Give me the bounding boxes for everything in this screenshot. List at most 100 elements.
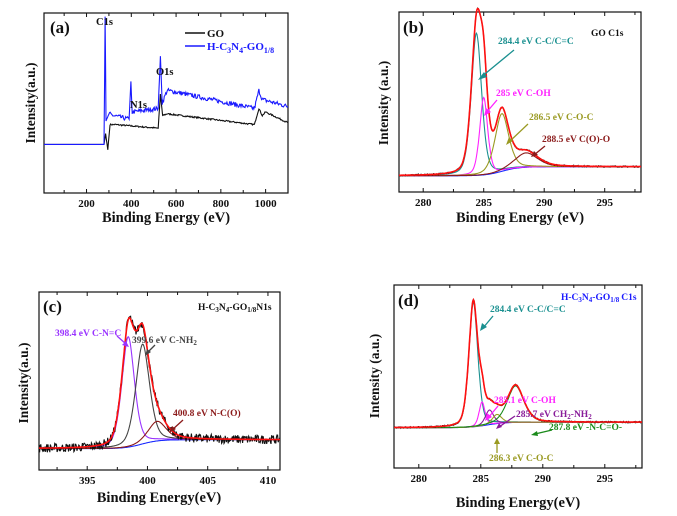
panel-d-hc3n4-c1s: 280 285 290 295 (d) H-C3N4-GO1/8 C1s 284.4 e… bbox=[367, 284, 643, 511]
o1s-peak-label: O1s bbox=[156, 67, 174, 78]
panel-a-frame bbox=[43, 12, 289, 194]
title-part: C1s bbox=[621, 293, 637, 303]
panel-a-x-ticks: 200 400 600 800 1000 bbox=[63, 13, 289, 210]
panel-c-x-ticks: 395 400 405 410 bbox=[56, 292, 277, 487]
panel-a-curves bbox=[44, 16, 289, 150]
title-part: -GO bbox=[229, 303, 247, 313]
panel-a-survey-spectrum: 200 400 600 800 1000 (a) C1s N1s O1s GO H-C3… bbox=[23, 12, 289, 226]
legend-sub: 4 bbox=[239, 46, 243, 55]
arrow-head-coh bbox=[484, 108, 491, 116]
panel-a-letter: (a) bbox=[50, 18, 70, 37]
c1s-peak-label: C1s bbox=[96, 17, 113, 28]
label-part: 399.6 eV C-NH bbox=[132, 336, 194, 346]
panel-d-ylabel: Intensity (a.u.) bbox=[367, 334, 382, 418]
panel-a-ylabel: Intensity(a.u.) bbox=[23, 62, 38, 143]
panel-d-curves bbox=[393, 297, 643, 430]
panel-d-label-ch2nh2: 285.7 eV CH2-NH2 bbox=[516, 410, 592, 421]
panel-b-x-ticks: 280 285 290 295 bbox=[415, 12, 636, 209]
panel-b-arrows bbox=[478, 49, 546, 157]
arrow-head-cc bbox=[480, 323, 487, 331]
title-part: N bbox=[582, 293, 589, 303]
panel-b-frame bbox=[398, 11, 642, 193]
legend-part: H-C bbox=[207, 41, 227, 53]
title-sub: 3 bbox=[578, 296, 582, 304]
panel-c-title: H-C3N4-GO1/8N1s bbox=[198, 303, 272, 314]
x-tick-label: 290 bbox=[536, 197, 553, 209]
x-tick-label: 200 bbox=[78, 198, 95, 210]
n1s-peak-label: N1s bbox=[130, 100, 147, 111]
component-peak-399.6 bbox=[39, 343, 280, 449]
panel-d-label-cc: 284.4 eV C-C/C=C bbox=[490, 305, 566, 315]
fitted-envelope-line bbox=[399, 7, 641, 177]
legend-hc3n4-label: H-C3N4-GO1/8 bbox=[207, 41, 274, 55]
fitted-envelope-line bbox=[394, 297, 642, 429]
legend-sub: 3 bbox=[227, 46, 231, 55]
legend-part: N bbox=[231, 41, 239, 53]
panel-d-x-ticks: 280 285 290 295 bbox=[411, 285, 637, 485]
x-tick-label: 280 bbox=[411, 473, 428, 485]
panel-b-go-c1s: 280 285 290 295 (b) GO C1s 284.4 eV C-C/C=C… bbox=[376, 7, 642, 226]
x-tick-label: 600 bbox=[168, 198, 185, 210]
panel-a-legend: GO H-C3N4-GO1/8 bbox=[185, 28, 274, 55]
arrow-coc bbox=[508, 123, 529, 143]
panel-a-xlabel: Binding Energy (eV) bbox=[102, 210, 230, 226]
arrow-head-coc bbox=[494, 438, 500, 444]
arrow-head-cnc bbox=[122, 341, 129, 347]
arrow-head-nco bbox=[169, 426, 176, 433]
x-tick-label: 295 bbox=[597, 473, 614, 485]
panel-c-ylabel: Intensity(a.u.) bbox=[16, 342, 31, 423]
arrow-nco bbox=[534, 429, 553, 435]
title-part: N bbox=[219, 303, 226, 313]
x-tick-label: 285 bbox=[475, 197, 492, 209]
panel-b-label-coc: 286.5 eV C-O-C bbox=[529, 113, 594, 123]
panel-b-curves bbox=[398, 7, 642, 177]
panel-b-title: GO C1s bbox=[591, 29, 624, 39]
arrow-head-cc bbox=[478, 72, 487, 80]
x-tick-label: 295 bbox=[596, 197, 613, 209]
title-sub: 3 bbox=[215, 306, 219, 314]
series-line-go bbox=[44, 93, 289, 150]
series-line-hc3n4-go bbox=[44, 16, 289, 145]
panel-b-label-coh: 285 eV C-OH bbox=[496, 89, 551, 99]
fitted-envelope-line bbox=[38, 316, 280, 449]
panel-d-label-coc: 286.3 eV C-O-C bbox=[489, 454, 554, 464]
panel-b-label-coo: 288.5 eV C(O)-O bbox=[542, 134, 610, 145]
arrow-ch2nh2 bbox=[498, 415, 516, 428]
arrow-head-nco bbox=[531, 431, 538, 436]
panel-d-frame bbox=[393, 284, 643, 469]
title-part: -GO bbox=[592, 293, 610, 303]
panel-b-letter: (b) bbox=[403, 18, 424, 37]
panel-d-arrows bbox=[480, 315, 553, 453]
legend-sub: 1/8 bbox=[264, 46, 274, 55]
panel-c-frame bbox=[38, 291, 281, 471]
label-part: -NH bbox=[571, 410, 589, 420]
x-tick-label: 400 bbox=[123, 198, 140, 210]
arrow-head-ch2nh2 bbox=[496, 423, 502, 429]
title-sub: 1/8 bbox=[247, 306, 256, 314]
title-part: N1s bbox=[256, 303, 272, 313]
x-tick-label: 400 bbox=[139, 475, 156, 487]
panel-c-curves bbox=[38, 315, 281, 454]
label-sub: 2 bbox=[588, 413, 592, 421]
title-sub: 4 bbox=[589, 296, 593, 304]
panel-b-label-cc: 284.4 eV C-C/C=C bbox=[498, 37, 574, 47]
x-tick-label: 395 bbox=[79, 475, 96, 487]
panel-b-ylabel: Intensity (a.u.) bbox=[376, 61, 391, 145]
arrow-cc bbox=[479, 49, 515, 79]
x-tick-label: 1000 bbox=[255, 198, 278, 210]
label-part: 285.7 eV CH bbox=[516, 410, 568, 420]
arrow-head-coh bbox=[485, 413, 492, 421]
title-part: H-C bbox=[561, 293, 579, 303]
legend-part: -GO bbox=[243, 41, 264, 53]
label-sub: 2 bbox=[193, 339, 197, 347]
component-peak-284.4 bbox=[399, 31, 641, 177]
label-sub: 2 bbox=[567, 413, 571, 421]
panel-d-letter: (d) bbox=[398, 291, 419, 310]
title-part: H-C bbox=[198, 303, 216, 313]
arrow-head-coc bbox=[506, 137, 513, 145]
panel-c-label-cnc: 398.4 eV C-N=C bbox=[55, 329, 121, 339]
panel-c-arrows bbox=[116, 335, 184, 433]
panel-c-n1s: 395 400 405 410 (c) H-C3N4-GO1/8N1s 398.4 e… bbox=[16, 291, 281, 506]
x-tick-label: 285 bbox=[473, 473, 490, 485]
